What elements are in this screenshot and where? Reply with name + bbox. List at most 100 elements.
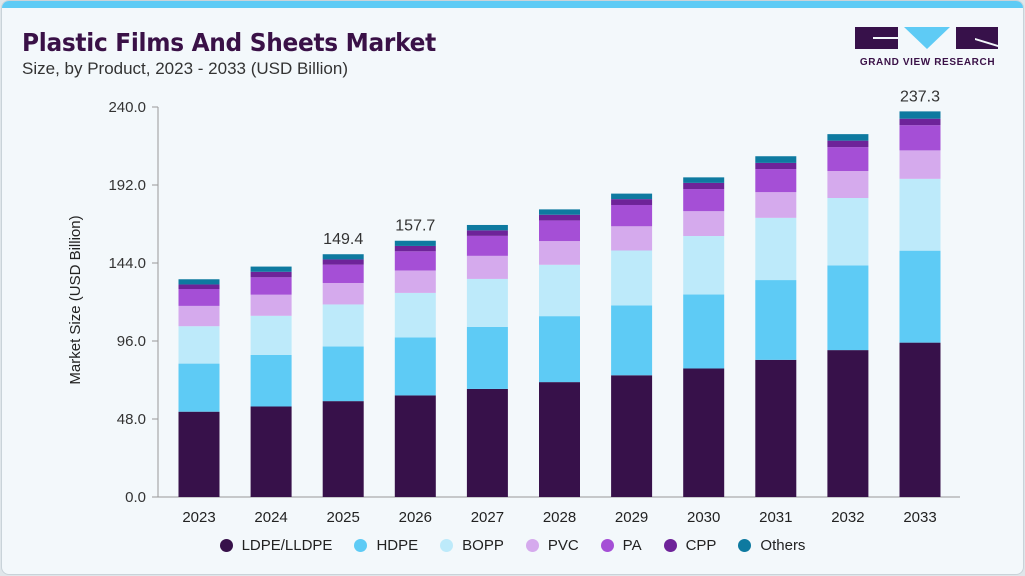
y-tick-label: 48.0: [117, 411, 146, 428]
x-tick-label: 2030: [687, 509, 720, 526]
bar-segment-bopp: [322, 304, 364, 347]
bar-segment-ldpe-lldpe: [394, 395, 436, 497]
bar-segment-pvc: [683, 211, 725, 237]
bar-segment-ldpe-lldpe: [755, 359, 797, 497]
bar-segment-bopp: [827, 198, 869, 266]
bar-segment-ldpe-lldpe: [899, 342, 941, 497]
x-tick-label: 2024: [254, 509, 287, 526]
bar-segment-others: [611, 193, 653, 200]
bar-segment-ldpe-lldpe: [466, 388, 508, 497]
legend-swatch: [738, 539, 752, 552]
y-tick-label: 0.0: [125, 489, 146, 506]
bar-segment-pvc: [178, 305, 220, 327]
bar-segment-pvc: [394, 270, 436, 293]
bar-segment-hdpe: [539, 316, 580, 383]
bar-segment-pa: [755, 169, 797, 193]
y-tick-label: 96.0: [117, 333, 146, 350]
x-tick-label: 2029: [615, 509, 648, 526]
y-tick-label: 192.0: [108, 177, 146, 194]
legend-label: LDPE/LLDPE: [241, 537, 333, 554]
bar-segment-others: [899, 111, 941, 119]
legend-swatch: [219, 539, 233, 552]
legend-item: PVC: [525, 537, 579, 554]
bar-segment-cpp: [899, 118, 941, 126]
bar-segment-cpp: [611, 199, 653, 205]
legend-item: CPP: [663, 537, 717, 554]
bar-segment-hdpe: [394, 337, 436, 396]
x-tick-label: 2026: [399, 509, 432, 526]
bar-segment-ldpe-lldpe: [250, 406, 292, 497]
bar-segment-ldpe-lldpe: [683, 368, 725, 497]
bar-segment-pa: [322, 264, 364, 283]
bar-segment-hdpe: [755, 280, 797, 360]
bar-segment-hdpe: [466, 326, 508, 389]
legend-label: HDPE: [376, 537, 419, 554]
bar-segment-ldpe-lldpe: [539, 382, 580, 497]
bar-segment-pvc: [539, 241, 580, 265]
logo-text: GRAND VIEW RESEARCH: [859, 57, 996, 68]
accent-bar: [2, 1, 1023, 8]
y-axis-title: Market Size (USD Billion): [67, 215, 84, 384]
bar-segment-others: [178, 279, 220, 285]
bar-segment-ldpe-lldpe: [611, 375, 653, 497]
bar-segment-others: [755, 156, 797, 163]
bar-segment-hdpe: [250, 354, 292, 407]
bar-segment-bopp: [394, 292, 436, 338]
bar-segment-bopp: [539, 264, 580, 317]
y-tick-label: 144.0: [108, 255, 146, 272]
bar-2031: [755, 156, 797, 497]
legend-label: PA: [622, 537, 642, 554]
x-tick-label: 2027: [471, 509, 504, 526]
bar-segment-pa: [899, 125, 941, 151]
bar-segment-pa: [683, 189, 725, 212]
bar-segment-hdpe: [827, 265, 869, 351]
bar-segment-pvc: [322, 282, 364, 305]
bar-segment-others: [250, 266, 292, 272]
legend-item: HDPE: [354, 537, 418, 554]
bar-segment-pvc: [250, 294, 292, 316]
bar-segment-bopp: [466, 278, 508, 327]
bar-segment-cpp: [322, 259, 364, 265]
bar-segment-cpp: [539, 214, 580, 221]
y-tick-label: 240.0: [108, 99, 146, 116]
bar-segment-bopp: [899, 178, 941, 251]
bar-segment-hdpe: [683, 294, 725, 369]
bar-segment-cpp: [466, 230, 508, 236]
bar-segment-others: [683, 177, 725, 183]
bar-segment-bopp: [755, 217, 797, 281]
x-tick-label: 2028: [543, 509, 576, 526]
bar-2024: [250, 266, 292, 497]
legend-swatch: [525, 539, 539, 552]
bar-segment-others: [539, 209, 580, 215]
bar-segment-pa: [827, 147, 869, 172]
legend-item: PA: [600, 537, 642, 554]
bar-segment-hdpe: [611, 305, 653, 376]
bar-segment-cpp: [683, 182, 725, 190]
bar-segment-pa: [466, 235, 508, 256]
legend-swatch: [440, 539, 454, 552]
legend-label: CPP: [685, 537, 717, 554]
legend-label: PVC: [547, 537, 579, 554]
grand-view-research-logo: [855, 27, 998, 49]
legend-swatch: [600, 539, 614, 552]
bar-segment-hdpe: [322, 346, 364, 402]
bar-segment-pa: [250, 277, 292, 295]
legend-swatch: [354, 539, 368, 552]
bar-segment-hdpe: [178, 363, 220, 412]
legend: LDPE/LLDPE HDPE BOPP PVC PA CPP Others: [0, 537, 1025, 554]
bar-segment-bopp: [178, 326, 220, 364]
legend-item: BOPP: [440, 537, 504, 554]
chart-subtitle: Size, by Product, 2023 - 2033 (USD Billi…: [22, 59, 348, 78]
x-tick-label: 2031: [759, 509, 792, 526]
bar-segment-cpp: [394, 245, 436, 252]
legend-item: Others: [738, 537, 805, 554]
bar-2028: [539, 209, 580, 497]
chart-title: Plastic Films And Sheets Market: [22, 28, 437, 57]
bar-segment-pvc: [899, 150, 941, 179]
legend-item: LDPE/LLDPE: [219, 537, 333, 554]
bar-2026: [394, 240, 436, 497]
bar-segment-pvc: [466, 255, 508, 279]
x-tick-label: 2025: [327, 509, 360, 526]
bar-segment-others: [827, 134, 869, 141]
